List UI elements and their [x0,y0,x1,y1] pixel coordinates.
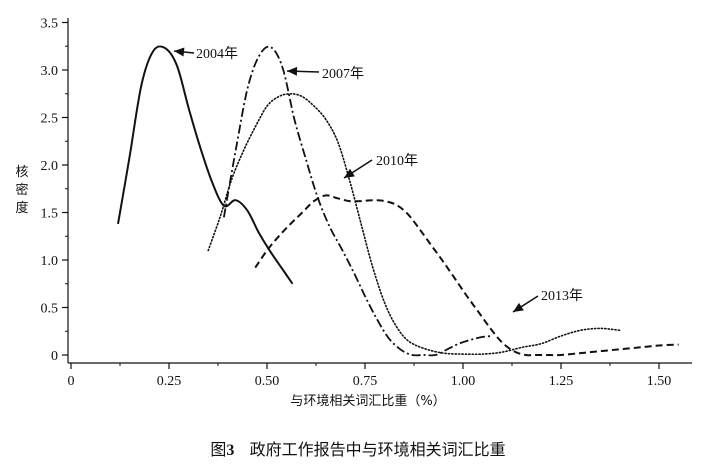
x-tick-label: 0.50 [255,374,280,389]
x-tick-label: 1.25 [549,374,574,389]
y-tick-label: 2.0 [41,159,59,174]
axes [67,18,692,364]
y-axis-label-group: 核密度 [15,165,28,216]
x-tick-label: 0.75 [353,374,378,389]
annotation-arrowhead-2004 [174,47,185,57]
series-2013-line [254,194,679,357]
y-axis-label-char: 度 [15,200,28,216]
y-tick-label: 1.5 [41,207,59,222]
figure-caption: 图3 政府工作报告中与环境相关词汇比重 [0,436,716,460]
kernel-density-chart: 0 0.5 1.0 1.5 2.0 2.5 3.0 3.5 0 0.25 0.50 0.75 1.00 1… [15,17,692,409]
caption-spacer [234,440,249,459]
y-tick-label: 3.0 [41,64,59,79]
y-axis-label-char: 核 [15,165,28,180]
annotation-label-2010: 2010年 [376,153,418,169]
y-tick-label: 3.5 [41,17,59,32]
x-tick-label: 0.25 [157,374,182,389]
x-tick-label: 1.50 [647,374,672,389]
y-tick-label: 1.0 [41,254,59,269]
caption-prefix: 图 [210,440,227,459]
series-2004-line [117,45,294,285]
y-tick-label: 0 [51,349,58,364]
series-2010-line [207,93,621,356]
ticks [62,21,660,369]
annotation-label-2004: 2004年 [196,46,238,62]
series-layer [117,45,679,357]
annotation-label-2007: 2007年 [322,66,364,82]
annotation-layer: 2004年 2007年 2010年 2013年 [173,46,583,313]
x-tick-label: 0 [68,374,75,389]
annotation-arrowhead-2013 [513,302,524,312]
annotation-arrowhead-2007 [287,66,298,76]
series-2007-line [223,45,493,357]
caption-number: 3 [226,442,235,459]
x-axis-label: 与环境相关词汇比重（%） [290,393,445,409]
caption-text: 政府工作报告中与环境相关词汇比重 [249,440,506,459]
annotation-label-2013: 2013年 [541,288,583,304]
y-tick-label: 0.5 [41,302,59,317]
x-tick-label: 1.00 [451,374,476,389]
tick-labels: 0 0.5 1.0 1.5 2.0 2.5 3.0 3.5 0 0.25 0.50 0.75 1.00 1… [41,17,672,390]
y-axis-label-char: 密 [15,182,28,198]
annotation-arrowhead-2010 [344,168,355,178]
y-tick-label: 2.5 [41,112,59,127]
